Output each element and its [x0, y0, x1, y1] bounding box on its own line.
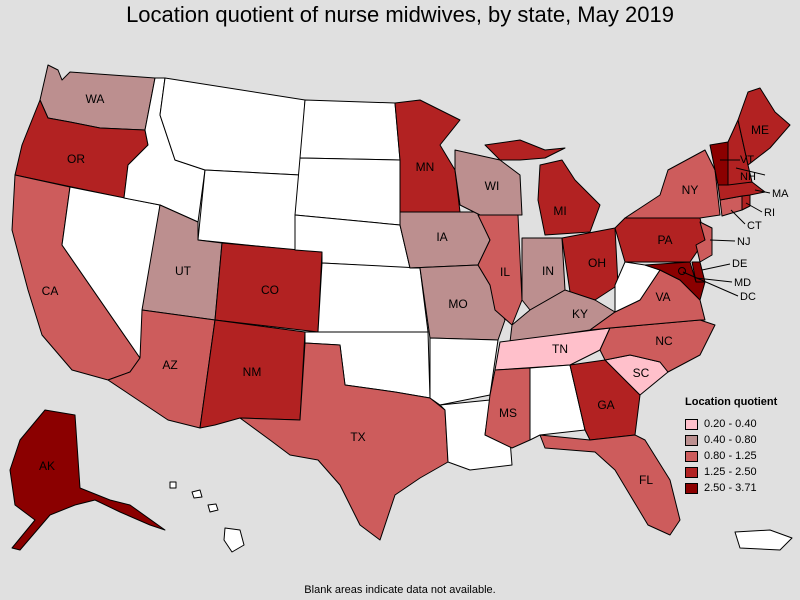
label-UT: UT — [175, 264, 192, 278]
label-VA: VA — [655, 290, 670, 304]
legend-item: 1.25 - 2.50 — [685, 464, 800, 480]
label-AZ: AZ — [162, 358, 177, 372]
state-VT[interactable] — [709, 141, 729, 186]
legend-title: Location quotient — [685, 396, 778, 408]
state-MT[interactable] — [159, 77, 306, 176]
label-DE: DE — [732, 258, 747, 270]
label-AK: AK — [39, 459, 55, 473]
state-AL[interactable] — [529, 364, 586, 441]
legend-item: 0.40 - 0.80 — [685, 432, 800, 448]
legend-label: 2.50 - 3.71 — [704, 482, 757, 494]
state-IL[interactable] — [477, 214, 523, 326]
label-MS: MS — [499, 406, 517, 420]
label-WI: WI — [485, 179, 500, 193]
label-GA: GA — [597, 398, 614, 412]
state-TX[interactable] — [239, 342, 449, 541]
label-WA: WA — [86, 92, 105, 106]
legend-item: 0.80 - 1.25 — [685, 448, 800, 464]
label-NM: NM — [243, 365, 262, 379]
label-IA: IA — [436, 230, 447, 244]
state-FL[interactable] — [539, 434, 681, 536]
label-OR: OR — [67, 152, 85, 166]
state-KS[interactable] — [317, 262, 429, 333]
label-CO: CO — [261, 283, 279, 297]
label-NC: NC — [655, 334, 673, 348]
state-AK[interactable] — [9, 409, 166, 551]
label-MO: MO — [448, 297, 467, 311]
state-labels: WA OR CA UT AZ CO NM TX MN IA MO WI IL M… — [39, 92, 769, 487]
label-NJ: NJ — [737, 236, 750, 248]
legend-label: 0.80 - 1.25 — [704, 450, 757, 462]
label-MD: MD — [734, 277, 751, 289]
state-AR[interactable] — [429, 337, 499, 406]
state-RI[interactable] — [741, 194, 751, 211]
state-PR[interactable] — [734, 529, 793, 551]
label-IN: IN — [542, 264, 554, 278]
label-MA: MA — [772, 188, 789, 200]
state-MN[interactable] — [394, 99, 461, 216]
state-MD[interactable] — [644, 261, 706, 301]
legend-label: 1.25 - 2.50 — [704, 466, 757, 478]
side-labels: VT NH MA RI CT NJ DE MD DC — [732, 154, 789, 303]
state-OH[interactable] — [561, 227, 619, 301]
state-MI-upper[interactable] — [484, 139, 566, 161]
leader-lines — [682, 159, 771, 297]
label-FL: FL — [639, 473, 653, 487]
label-KY: KY — [572, 307, 588, 321]
legend: Location quotient 0.20 - 0.40 0.40 - 0.8… — [685, 396, 800, 496]
label-TN: TN — [552, 342, 568, 356]
label-RI: RI — [764, 207, 775, 219]
map-title: Location quotient of nurse midwives, by … — [126, 2, 674, 27]
label-VT: VT — [740, 154, 754, 166]
legend-swatch — [685, 466, 698, 478]
label-SC: SC — [633, 366, 650, 380]
legend-label: 0.40 - 0.80 — [704, 434, 757, 446]
legend-swatch — [685, 434, 698, 446]
label-OH: OH — [588, 256, 606, 270]
label-NY: NY — [682, 183, 699, 197]
label-PA: PA — [657, 233, 672, 247]
label-IL: IL — [500, 265, 510, 279]
legend-label: 0.20 - 0.40 — [704, 418, 757, 430]
state-NH[interactable] — [727, 119, 753, 186]
label-ME: ME — [751, 123, 769, 137]
state-ME[interactable] — [737, 87, 791, 166]
state-SD[interactable] — [294, 157, 401, 226]
legend-item: 2.50 - 3.71 — [685, 480, 800, 496]
footnote: Blank areas indicate data not available. — [304, 584, 496, 596]
state-NY[interactable] — [624, 149, 721, 219]
legend-item: 0.20 - 0.40 — [685, 416, 800, 432]
label-DC: DC — [740, 291, 756, 303]
state-DC[interactable] — [678, 267, 686, 275]
state-WY[interactable] — [197, 169, 301, 251]
label-TX: TX — [350, 430, 365, 444]
label-NH: NH — [740, 171, 756, 183]
legend-swatch — [685, 450, 698, 462]
label-MN: MN — [416, 160, 435, 174]
label-CA: CA — [42, 284, 59, 298]
legend-swatch — [685, 418, 698, 430]
state-MI[interactable] — [537, 159, 601, 236]
label-MI: MI — [553, 204, 566, 218]
state-ND[interactable] — [299, 99, 401, 161]
label-CT: CT — [747, 220, 762, 232]
state-HI[interactable] — [169, 481, 245, 553]
legend-swatch — [685, 482, 698, 494]
